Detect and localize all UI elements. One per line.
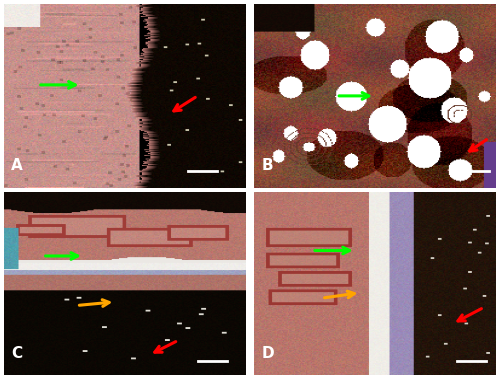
Text: D: D	[262, 346, 274, 360]
Text: C: C	[12, 346, 22, 360]
Text: B: B	[262, 158, 273, 173]
Text: A: A	[12, 158, 23, 173]
